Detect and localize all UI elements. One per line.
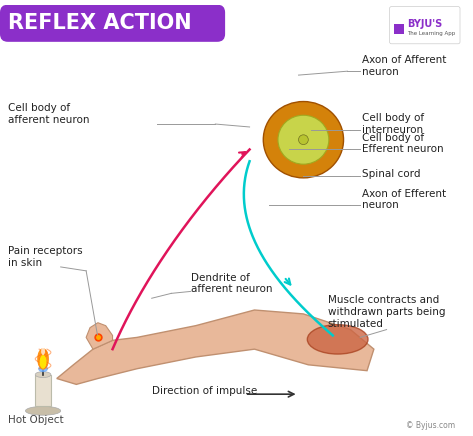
Text: Direction of impulse: Direction of impulse (152, 386, 257, 396)
Ellipse shape (298, 135, 308, 145)
Ellipse shape (37, 348, 49, 370)
Text: Axon of Efferent
neuron: Axon of Efferent neuron (362, 189, 446, 210)
Ellipse shape (35, 371, 51, 378)
Ellipse shape (26, 406, 61, 415)
Polygon shape (86, 323, 113, 349)
Ellipse shape (38, 365, 48, 372)
Text: Pain receptors
in skin: Pain receptors in skin (8, 246, 82, 268)
Text: Hot Object: Hot Object (8, 415, 63, 425)
Text: BYJU'S: BYJU'S (407, 19, 442, 29)
Text: The Learning App: The Learning App (407, 31, 455, 37)
Text: REFLEX ACTION: REFLEX ACTION (8, 13, 192, 33)
Text: Axon of Afferent
neuron: Axon of Afferent neuron (362, 55, 447, 77)
Text: Dendrite of
afferent neuron: Dendrite of afferent neuron (191, 273, 272, 294)
Text: Cell body of
Efferent neuron: Cell body of Efferent neuron (362, 133, 444, 154)
Ellipse shape (263, 102, 343, 178)
Text: Cell body of
afferent neuron: Cell body of afferent neuron (8, 103, 89, 125)
Ellipse shape (307, 325, 368, 354)
Ellipse shape (41, 347, 45, 355)
Ellipse shape (40, 355, 46, 369)
FancyBboxPatch shape (390, 7, 460, 44)
Bar (35, 375, 51, 406)
Bar (289, 136, 317, 143)
Text: Muscle contracts and
withdrawn parts being
stimulated: Muscle contracts and withdrawn parts bei… (328, 295, 446, 329)
Bar (313, 124, 321, 155)
FancyBboxPatch shape (0, 5, 225, 42)
Bar (394, 24, 404, 34)
Text: Cell body of
interneuron: Cell body of interneuron (362, 113, 424, 135)
Bar (286, 124, 294, 155)
Text: © Byjus.com: © Byjus.com (406, 421, 455, 430)
Ellipse shape (278, 115, 329, 164)
Polygon shape (57, 310, 374, 385)
Text: Spinal cord: Spinal cord (362, 169, 420, 179)
